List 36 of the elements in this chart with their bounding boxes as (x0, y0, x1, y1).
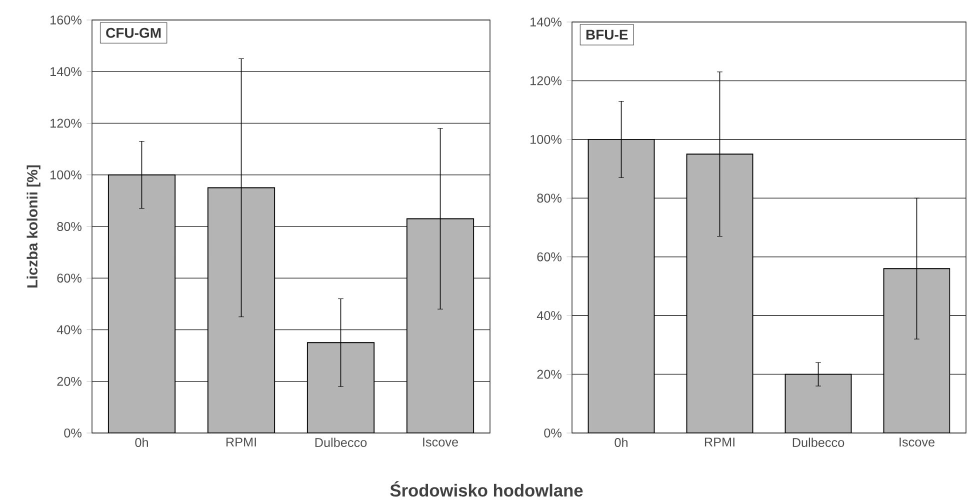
chart-title: CFU-GM (106, 28, 161, 38)
x-tick-label: Dulbecco (792, 438, 844, 448)
y-tick-label: 40% (536, 311, 562, 320)
bar (306, 342, 375, 433)
x-tick-label: RPMI (704, 438, 734, 446)
x-tick-label: Iscove (423, 438, 458, 447)
y-tick-label: 40% (56, 325, 82, 334)
y-tick-label: 140% (50, 67, 82, 76)
y-tick-label: 80% (57, 222, 82, 231)
y-tick-label: 120% (50, 118, 82, 128)
y-tick-label: 140% (530, 18, 562, 26)
y-tick-label: 80% (537, 194, 562, 203)
bar (406, 218, 474, 433)
y-tick-label: 100% (530, 134, 562, 144)
y-axis-title: Liczba kolonii [%] (26, 165, 40, 288)
x-tick-label: 0h (614, 438, 628, 448)
bar (883, 268, 950, 433)
y-tick-label: 160% (50, 16, 82, 24)
y-tick-label: 100% (50, 170, 82, 180)
y-tick-label: 60% (57, 274, 82, 283)
x-tick-label: Iscove (900, 438, 934, 447)
bar (785, 374, 852, 433)
y-tick-label: 0% (64, 428, 82, 438)
y-tick-label: 20% (57, 376, 82, 386)
y-tick-label: 120% (530, 76, 562, 86)
x-tick-label: 0h (135, 438, 148, 448)
x-tick-label: Dulbecco (315, 438, 367, 448)
y-tick-label: 60% (537, 252, 562, 262)
bar (588, 138, 655, 433)
bar (686, 154, 754, 433)
chart-title: BFU-E (586, 30, 628, 40)
y-tick-label: 0% (544, 428, 562, 438)
bar (108, 174, 176, 433)
y-tick-label: 20% (537, 370, 562, 379)
x-axis-title: Środowisko hodowlane (390, 481, 583, 497)
x-tick-label: RPMI (226, 438, 256, 446)
